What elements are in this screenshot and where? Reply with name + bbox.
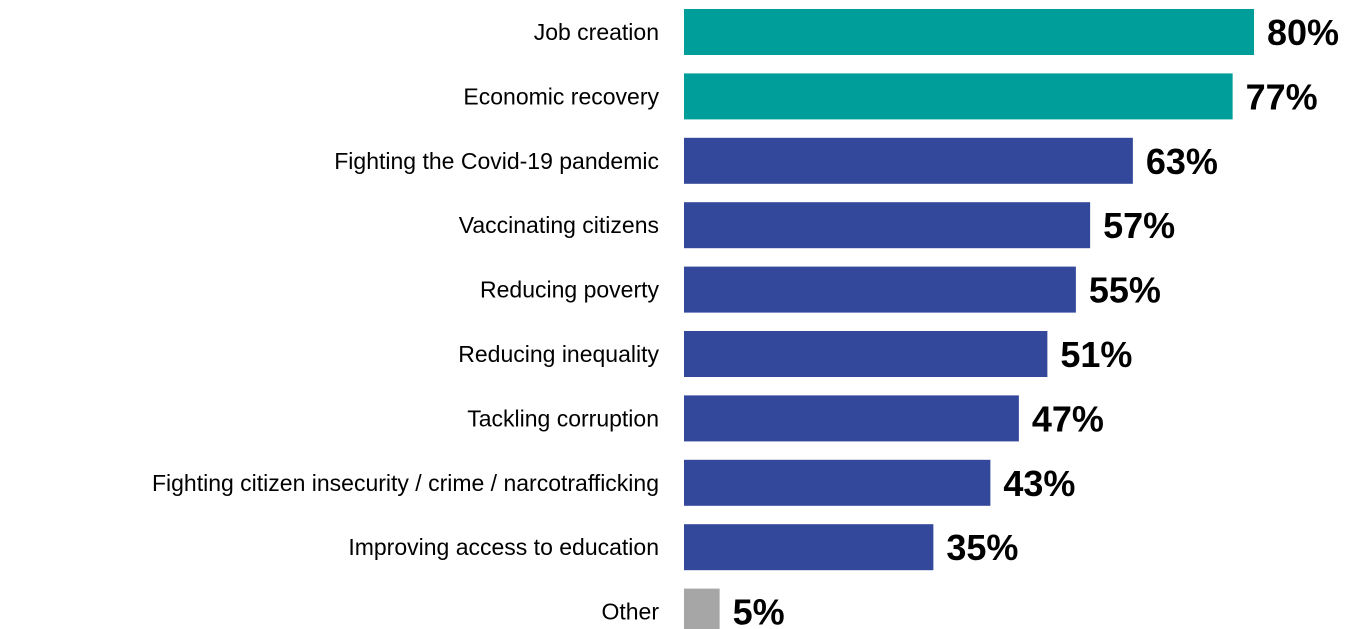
bar	[684, 202, 1091, 249]
category-label: Reducing poverty	[480, 277, 659, 303]
bar	[684, 524, 934, 571]
category-labels: Job creation Economic recovery Fighting th…	[152, 19, 660, 625]
value-label: 47%	[1032, 398, 1104, 439]
value-label: 77%	[1246, 76, 1318, 117]
value-label: 35%	[946, 527, 1018, 568]
category-label: Fighting citizen insecurity / crime / na…	[152, 470, 659, 496]
category-label: Economic recovery	[463, 83, 659, 109]
value-labels: 80% 77% 63% 57% 55% 51% 47% 43% 35% 5%	[733, 12, 1339, 629]
category-label: Reducing inequality	[458, 341, 659, 367]
category-label: Job creation	[534, 19, 659, 45]
bars	[684, 9, 1254, 629]
bar	[684, 9, 1254, 55]
value-label: 5%	[733, 592, 785, 629]
bar	[684, 137, 1133, 184]
value-label: 51%	[1060, 334, 1132, 375]
value-label: 57%	[1103, 205, 1175, 246]
category-label: Tackling corruption	[467, 405, 659, 431]
category-label: Other	[601, 599, 659, 625]
bar	[684, 588, 720, 629]
value-label: 43%	[1003, 463, 1075, 504]
bar	[684, 266, 1076, 313]
bar	[684, 331, 1048, 377]
value-label: 80%	[1267, 12, 1339, 53]
category-label: Vaccinating citizens	[459, 212, 659, 238]
category-label: Fighting the Covid-19 pandemic	[334, 148, 659, 174]
bar	[684, 73, 1233, 120]
bar	[684, 459, 991, 506]
category-label: Improving access to education	[348, 534, 659, 560]
bar	[684, 395, 1019, 442]
value-label: 63%	[1146, 141, 1218, 182]
value-label: 55%	[1089, 270, 1161, 311]
